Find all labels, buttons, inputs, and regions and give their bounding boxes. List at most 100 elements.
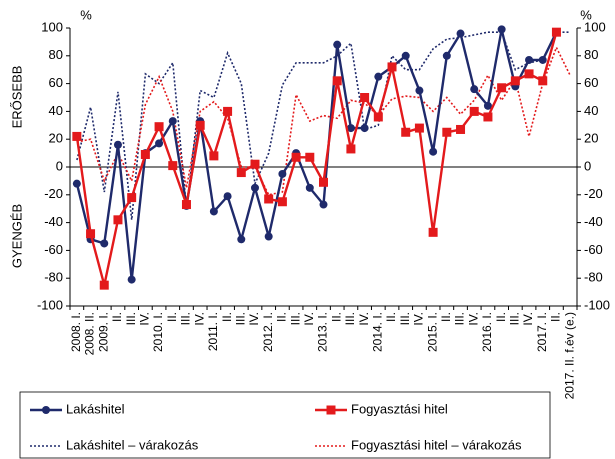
x-tick-label: 2016. I. bbox=[480, 312, 494, 352]
point bbox=[415, 86, 424, 95]
x-tick-label: 2017. II. f.év (e.) bbox=[562, 312, 576, 399]
x-tick-label: IV. bbox=[521, 312, 535, 326]
point bbox=[360, 93, 370, 102]
point bbox=[346, 124, 355, 133]
x-tick-label: III. bbox=[179, 312, 193, 325]
y-tick-label: 60 bbox=[49, 75, 63, 90]
point bbox=[223, 192, 232, 201]
x-tick-label: IV. bbox=[247, 312, 261, 326]
x-tick-label: III. bbox=[453, 312, 467, 325]
point bbox=[237, 235, 246, 244]
point bbox=[195, 120, 205, 130]
point bbox=[319, 177, 328, 187]
point bbox=[99, 280, 109, 290]
x-tick-label: 2010. I. bbox=[151, 312, 165, 352]
point bbox=[456, 124, 466, 134]
point bbox=[442, 127, 452, 137]
point bbox=[305, 152, 315, 162]
lower-label: GYENGÉB bbox=[9, 204, 24, 268]
y2-tick-label: 60 bbox=[584, 75, 598, 90]
point bbox=[168, 117, 177, 126]
legend-marker bbox=[326, 405, 336, 415]
y2-tick-label: 0 bbox=[584, 158, 591, 173]
point bbox=[429, 147, 438, 156]
point bbox=[333, 40, 342, 49]
point bbox=[360, 124, 369, 133]
y-tick-label: -80 bbox=[44, 270, 63, 285]
point bbox=[250, 159, 260, 169]
x-tick-label: II. bbox=[329, 312, 343, 322]
point bbox=[168, 161, 178, 171]
x-tick-label: 2011. I. bbox=[206, 312, 220, 351]
y-tick-label: -40 bbox=[44, 214, 63, 229]
point bbox=[277, 197, 287, 207]
y2-tick-label: 40 bbox=[584, 103, 598, 118]
series-line bbox=[76, 31, 571, 220]
point bbox=[236, 168, 246, 178]
x-tick-label: II. bbox=[220, 312, 234, 322]
y2-tick-label: -100 bbox=[584, 297, 610, 312]
x-tick-label: II. bbox=[439, 312, 453, 322]
point bbox=[113, 140, 122, 149]
series-line bbox=[76, 45, 571, 196]
point bbox=[305, 183, 314, 192]
x-tick-label: III. bbox=[288, 312, 302, 325]
point bbox=[442, 51, 451, 60]
point bbox=[127, 275, 136, 284]
x-tick-label: 2008. I. bbox=[69, 312, 83, 352]
point bbox=[319, 200, 328, 209]
x-tick-label: III. bbox=[343, 312, 357, 325]
legend-label: Fogyasztási hitel bbox=[351, 401, 448, 416]
x-tick-label: IV. bbox=[302, 312, 316, 326]
point bbox=[72, 131, 82, 141]
point bbox=[209, 207, 218, 216]
point bbox=[497, 83, 507, 93]
x-tick-label: 2012. I. bbox=[261, 312, 275, 352]
point bbox=[86, 229, 96, 239]
point bbox=[414, 123, 424, 133]
y-tick-label: 100 bbox=[41, 19, 63, 34]
point bbox=[100, 239, 109, 248]
point bbox=[72, 179, 81, 188]
y-tick-label: -100 bbox=[37, 297, 63, 312]
point bbox=[524, 69, 534, 79]
x-tick-label: II. bbox=[549, 312, 563, 322]
point bbox=[291, 152, 301, 162]
x-tick-label: III. bbox=[233, 312, 247, 325]
point bbox=[469, 106, 479, 116]
x-tick-label: 2008. II. bbox=[83, 312, 97, 355]
y2-tick-label: 100 bbox=[584, 19, 606, 34]
point bbox=[374, 72, 383, 81]
x-tick-label: IV. bbox=[138, 312, 152, 326]
y2-tick-label: 80 bbox=[584, 47, 598, 62]
point bbox=[483, 101, 492, 110]
point bbox=[223, 106, 233, 116]
point bbox=[181, 200, 191, 210]
legend-marker bbox=[42, 406, 50, 414]
point bbox=[154, 122, 164, 132]
point bbox=[470, 85, 479, 94]
y2-tick-label: 20 bbox=[584, 131, 598, 146]
y-tick-label: -20 bbox=[44, 186, 63, 201]
x-tick-label: IV. bbox=[412, 312, 426, 326]
x-tick-label: II. bbox=[494, 312, 508, 322]
point bbox=[456, 29, 465, 38]
point bbox=[483, 112, 493, 122]
point bbox=[127, 193, 137, 203]
point bbox=[155, 139, 164, 148]
y2-tick-label: -60 bbox=[584, 242, 603, 257]
x-tick-label: II. bbox=[165, 312, 179, 322]
legend-label: Lakáshitel bbox=[66, 401, 125, 416]
point bbox=[401, 127, 411, 137]
x-tick-label: IV. bbox=[357, 312, 371, 326]
point bbox=[525, 55, 534, 64]
y-tick-label: 40 bbox=[49, 103, 63, 118]
x-tick-label: 2015. I. bbox=[425, 312, 439, 352]
point bbox=[551, 27, 561, 37]
legend-label: Fogyasztási hitel – várakozás bbox=[351, 437, 522, 452]
x-tick-label: III. bbox=[398, 312, 412, 325]
x-tick-label: 2014. I. bbox=[370, 312, 384, 352]
point bbox=[373, 112, 383, 122]
point bbox=[140, 149, 150, 159]
